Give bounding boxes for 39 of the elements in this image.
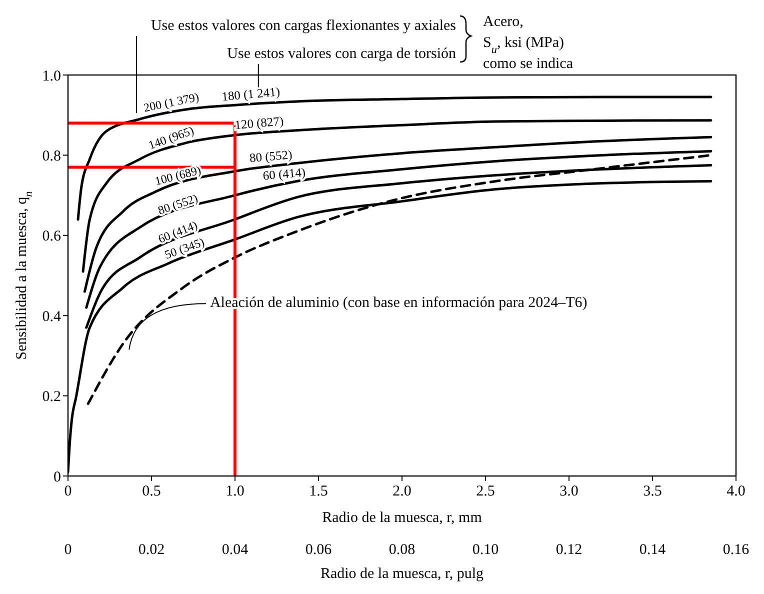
y-tick-label: 0.6 [42,228,62,245]
text: como se indica [483,56,574,72]
text: 100 (689) [153,162,202,188]
x-tick-label: 2.0 [392,484,412,500]
text: 200 (1 379) [142,90,200,115]
text: Use estos valores con carga de torsión [227,46,456,62]
x-tick-label: 1.5 [309,484,328,500]
text: S$_{u}$, ksi (MPa) [483,35,564,56]
y-tick-label: 1.0 [42,68,61,84]
x-tick-label: 3.5 [643,484,662,500]
x2-tick-label: 0.08 [388,542,416,558]
y-tick-label: 0.8 [42,148,61,165]
x2-tick-label: 0.10 [472,542,499,558]
annotation: 80 (552) [248,148,293,166]
x2-tick-label: 0.16 [722,542,750,558]
x2-tick-label: 0.02 [138,542,165,558]
text: Acero, [483,14,524,30]
y-tick-label: 0.4 [42,308,62,325]
text: 80 (552) [156,191,200,218]
x-tick-label: 0 [64,484,72,500]
x2-tick-label: 0.14 [639,542,666,558]
x2-tick-label: 0.04 [222,542,249,558]
x-tick-label: 0.5 [142,484,161,500]
x-tick-label: 1.0 [226,484,244,500]
annotation: 60 (414) [262,165,306,183]
annotation: 180 (1 241) [221,84,280,104]
annotation: 120 (827) [234,114,284,132]
x2-tick-label: 0 [64,542,72,558]
x2-axis-title: Radio de la muesca, r, pulg [320,566,484,582]
y-tick-label: 0 [54,469,61,486]
x2-tick-label: 0.06 [305,542,332,558]
x-tick-label: 4.0 [726,484,746,500]
x-tick-label: 2.5 [476,484,495,500]
text: Use estos valores con cargas flexionantes y axiales [150,18,456,34]
y-tick-label: 0.2 [42,389,61,406]
x-axis-title: Radio de la muesca, r, mm [322,510,482,526]
x-tick-label: 3.0 [560,484,578,500]
text: 140 (965) [146,123,196,152]
x2-tick-label: 0.12 [556,542,582,558]
